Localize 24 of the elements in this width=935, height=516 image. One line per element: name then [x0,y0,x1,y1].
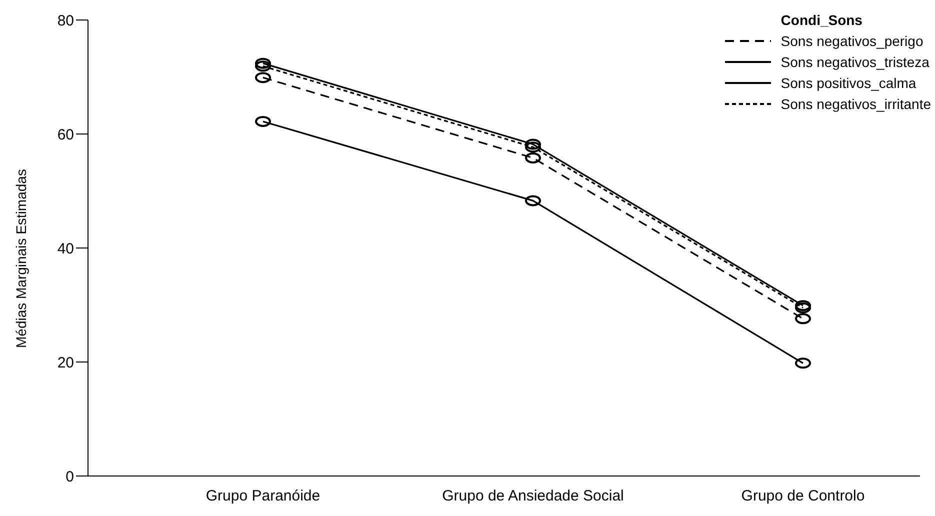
y-tick-label: 20 [57,354,74,372]
point [795,313,811,324]
legend-label: Sons negativos_tristeza [780,54,930,70]
point [795,358,811,369]
point [255,60,271,72]
point [255,116,271,127]
x-tick-label: Grupo de Controlo [741,488,865,505]
y-tick-label: 60 [57,126,74,144]
point [255,72,271,84]
y-tick-label: 40 [57,240,74,258]
point [525,152,541,164]
point [525,195,541,206]
x-tick-label: Grupo de Ansiedade Social [442,488,624,505]
legend-label: Sons negativos_perigo [780,32,924,48]
x-tick-label: Grupo Paranóide [206,488,320,505]
legend-title: Condi_Sons [780,12,864,28]
point [525,142,541,153]
legend-label: Sons negativos_irritante [780,96,931,112]
point [525,138,541,150]
y-tick-label: 0 [66,468,74,486]
y-axis-title: Médias Marginais Estimadas [12,169,29,348]
legend-label: Sons positivos_calma [780,74,916,90]
point [255,58,271,69]
y-tick-label: 80 [57,12,74,30]
